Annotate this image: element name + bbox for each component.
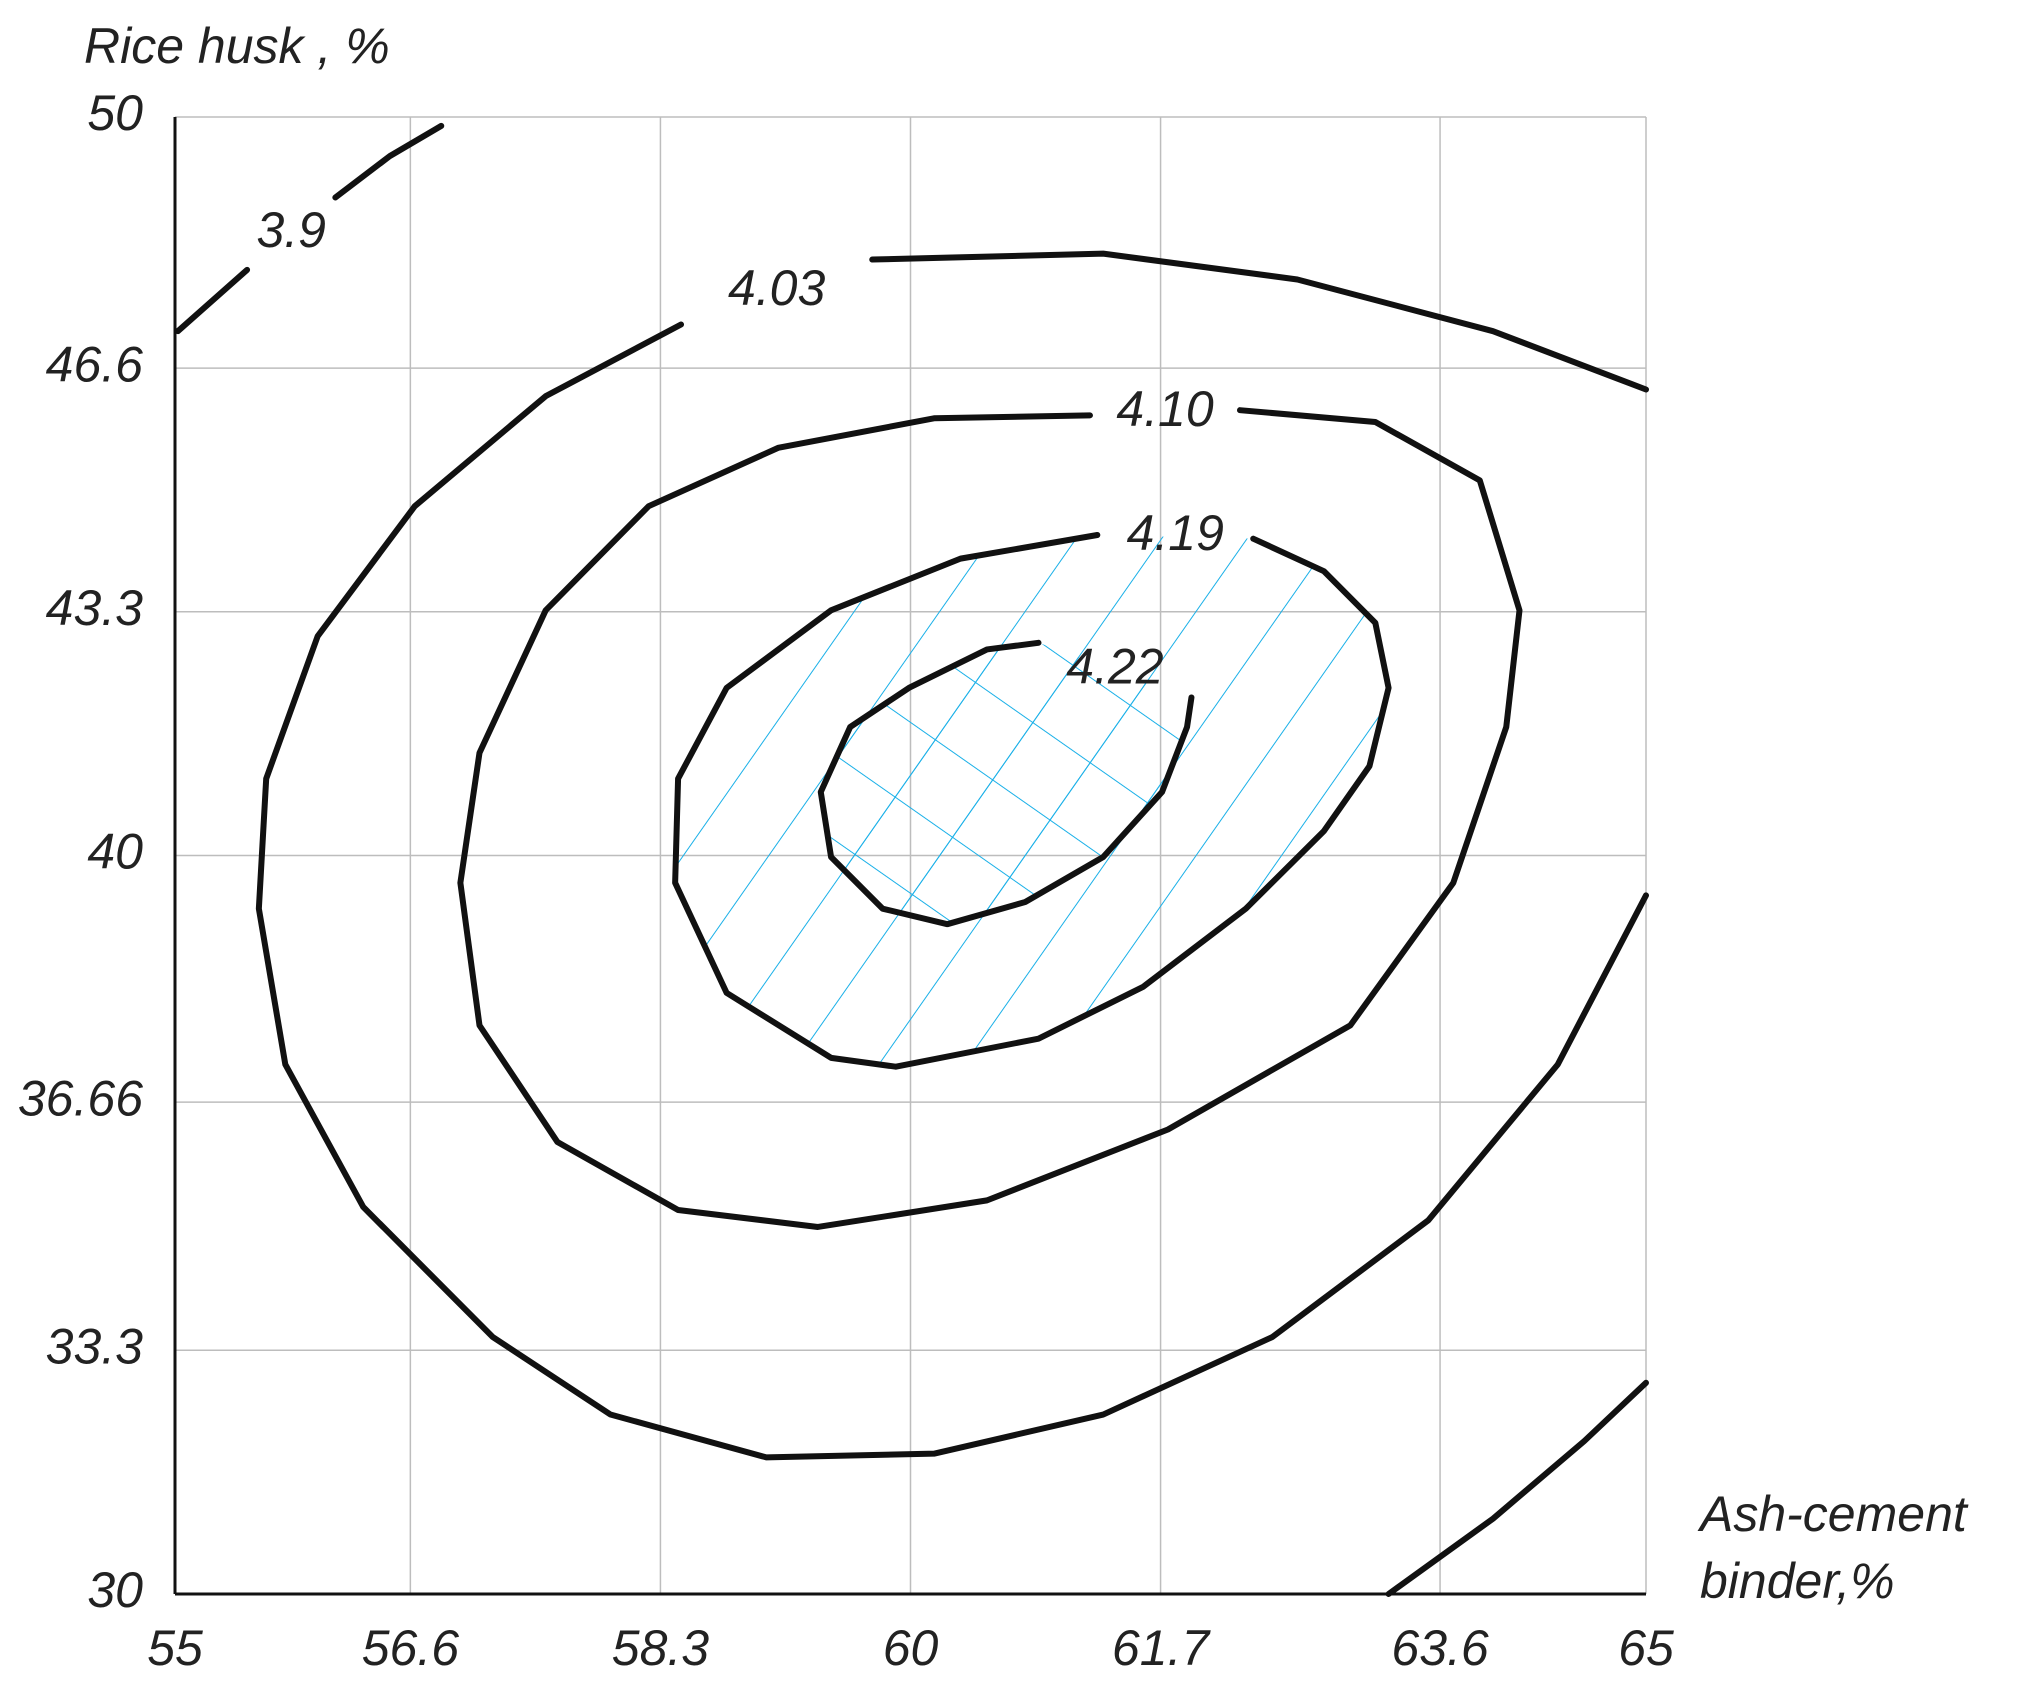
y-tick-label: 43.3 (46, 580, 144, 636)
contour-line (672, 531, 1392, 1070)
contour-line (817, 639, 1195, 928)
x-axis-label: binder,% (1700, 1553, 1895, 1609)
contour-label: 4.22 (1066, 638, 1164, 694)
x-tick-label: 58.3 (612, 1620, 710, 1676)
x-tick-label: 55 (147, 1620, 203, 1676)
y-tick-label: 36.66 (18, 1070, 143, 1126)
contour-label: 4.19 (1127, 505, 1224, 561)
y-tick-label: 40 (87, 824, 143, 880)
contour-line (174, 122, 1649, 1597)
hatch-area (820, 642, 1192, 925)
y-tick-label: 46.6 (46, 336, 144, 392)
x-tick-label: 60 (883, 1620, 939, 1676)
x-tick-label: 63.6 (1391, 1620, 1489, 1676)
y-axis-label: Rice husk , % (84, 18, 390, 74)
x-tick-label: 65 (1618, 1620, 1674, 1676)
y-tick-label: 50 (87, 85, 143, 141)
y-tick-label: 33.3 (46, 1318, 144, 1374)
x-tick-label: 56.6 (362, 1620, 460, 1676)
contour-line (255, 250, 1649, 1461)
contour-label: 4.03 (728, 260, 826, 316)
contour-label: 4.10 (1116, 381, 1214, 437)
contour-label: 3.9 (256, 202, 326, 258)
x-tick-label: 61.7 (1112, 1620, 1212, 1676)
contour-line (457, 407, 1523, 1230)
x-axis-label: Ash-cement (1697, 1486, 1969, 1542)
y-tick-label: 30 (87, 1562, 143, 1618)
